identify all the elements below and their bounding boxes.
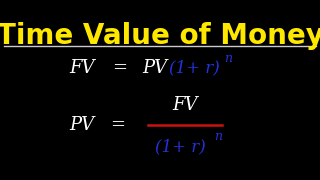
Text: (1+ r): (1+ r) (155, 138, 205, 156)
Text: Time Value of Money: Time Value of Money (0, 22, 320, 50)
Text: (1+ r): (1+ r) (169, 60, 220, 76)
Text: =: = (110, 116, 125, 134)
Text: PV: PV (69, 116, 95, 134)
Text: n: n (224, 51, 232, 64)
Text: n: n (214, 130, 222, 143)
Text: =: = (113, 59, 127, 77)
Text: FV: FV (172, 96, 198, 114)
Text: FV: FV (69, 59, 95, 77)
Text: PV: PV (142, 59, 168, 77)
